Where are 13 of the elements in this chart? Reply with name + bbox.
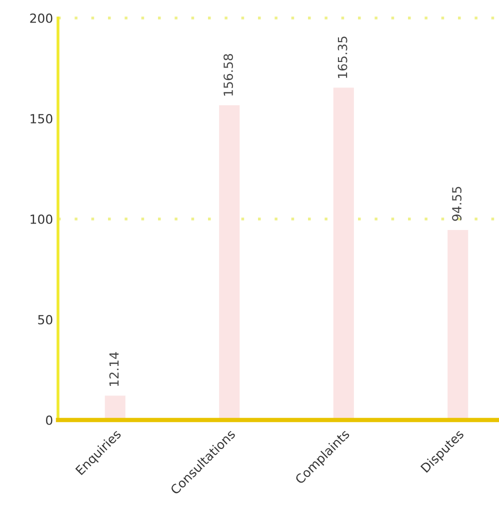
bar [104,396,126,420]
data-label: 165.35 [338,36,348,78]
bar [333,88,354,420]
data-label: 94.55 [452,186,462,221]
bar [448,230,468,420]
y-tick-label: 0 [46,415,52,425]
y-tick-label: 150 [30,114,52,124]
y-tick-label: 50 [38,314,52,324]
bar [219,105,240,420]
data-label: 12.14 [109,352,119,386]
data-label: 156.58 [224,54,233,96]
y-tick-label: 200 [30,13,52,23]
y-tick-label: 100 [30,214,52,224]
